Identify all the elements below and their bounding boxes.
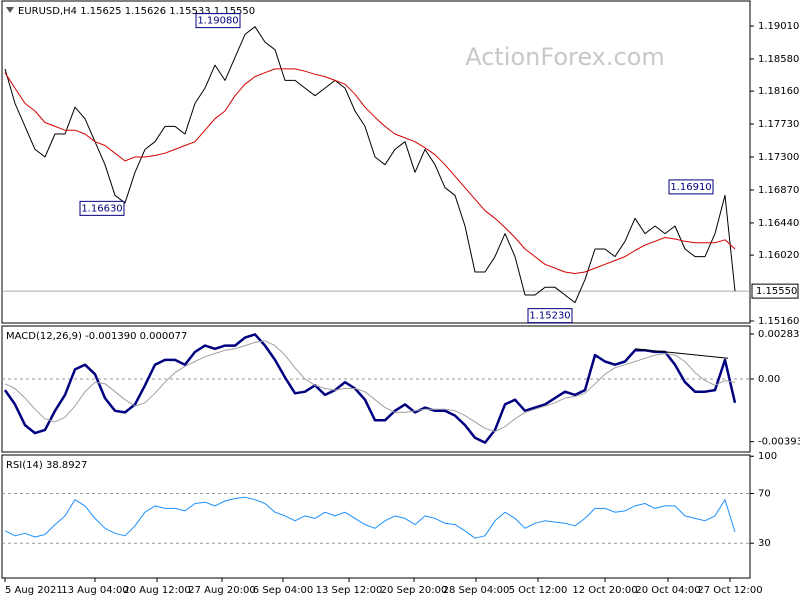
y-tick-label: 1.15160: [758, 316, 799, 327]
annotation-box: [79, 200, 125, 216]
series-line: [4, 26, 736, 304]
y-tick-label: 100: [758, 451, 777, 462]
panel-title: RSI(14) 38.8927: [6, 460, 87, 471]
x-tick-label: 20 Aug 12:00: [123, 585, 190, 596]
x-tick-label: 27 Oct 12:00: [697, 585, 762, 596]
menu-icon: [6, 7, 14, 13]
series-line: [4, 496, 736, 539]
annotation-box: [195, 13, 241, 29]
x-tick-label: 20 Oct 04:00: [635, 585, 700, 596]
y-tick-label: 1.16440: [758, 218, 799, 229]
x-tick-label: 5 Oct 12:00: [509, 585, 568, 596]
y-tick-label: 1.16020: [758, 250, 799, 261]
y-tick-label: 0.00: [758, 374, 780, 385]
y-tick-label: -0.003939: [758, 437, 800, 448]
panel-title: EURUSD,H4 1.15625 1.15626 1.15533 1.1555…: [18, 6, 255, 17]
annotation-label: 1.15230: [529, 311, 570, 322]
annotation-label: 1.16910: [670, 182, 711, 193]
trendline: [634, 348, 729, 359]
panel-frame: [1, 325, 751, 453]
series-line: [3, 333, 737, 444]
x-tick-label: 13 Sep 12:00: [316, 585, 383, 596]
panel-frame: [1, 0, 751, 324]
y-tick-label: 1.17300: [758, 152, 799, 163]
x-tick-label: 28 Sep 04:00: [443, 585, 510, 596]
y-tick-label: 30: [758, 538, 771, 549]
annotation-box: [527, 308, 573, 324]
y-tick-label: 1.18160: [758, 86, 799, 97]
x-tick-label: 5 Aug 2021: [5, 585, 63, 596]
x-tick-label: 6 Sep 04:00: [253, 585, 313, 596]
y-tick-label: 1.17730: [758, 119, 799, 130]
annotation-label: 1.19080: [197, 16, 238, 27]
series-line: [4, 340, 736, 432]
watermark: ActionForex.com: [465, 43, 665, 71]
y-tick-label: 1.16870: [758, 185, 799, 196]
y-tick-label: 1.18580: [758, 54, 799, 65]
x-tick-label: 27 Aug 20:00: [188, 585, 255, 596]
annotation-box: [668, 179, 714, 195]
annotation-label: 1.16630: [81, 203, 122, 214]
y-tick-label: 1.19010: [758, 21, 799, 32]
x-tick-label: 20 Sep 20:00: [381, 585, 448, 596]
y-tick-label: 70: [758, 489, 771, 500]
panel-frame: [1, 454, 751, 579]
x-tick-label: 13 Aug 04:00: [61, 585, 128, 596]
last-price-label: 1.15550: [756, 286, 797, 297]
x-tick-label: 12 Oct 20:00: [572, 585, 637, 596]
series-line: [4, 68, 736, 274]
panel-title: MACD(12,26,9) -0.001390 0.000077: [6, 331, 187, 342]
last-price-box: [751, 283, 799, 299]
y-tick-label: 0.00283: [758, 329, 799, 340]
